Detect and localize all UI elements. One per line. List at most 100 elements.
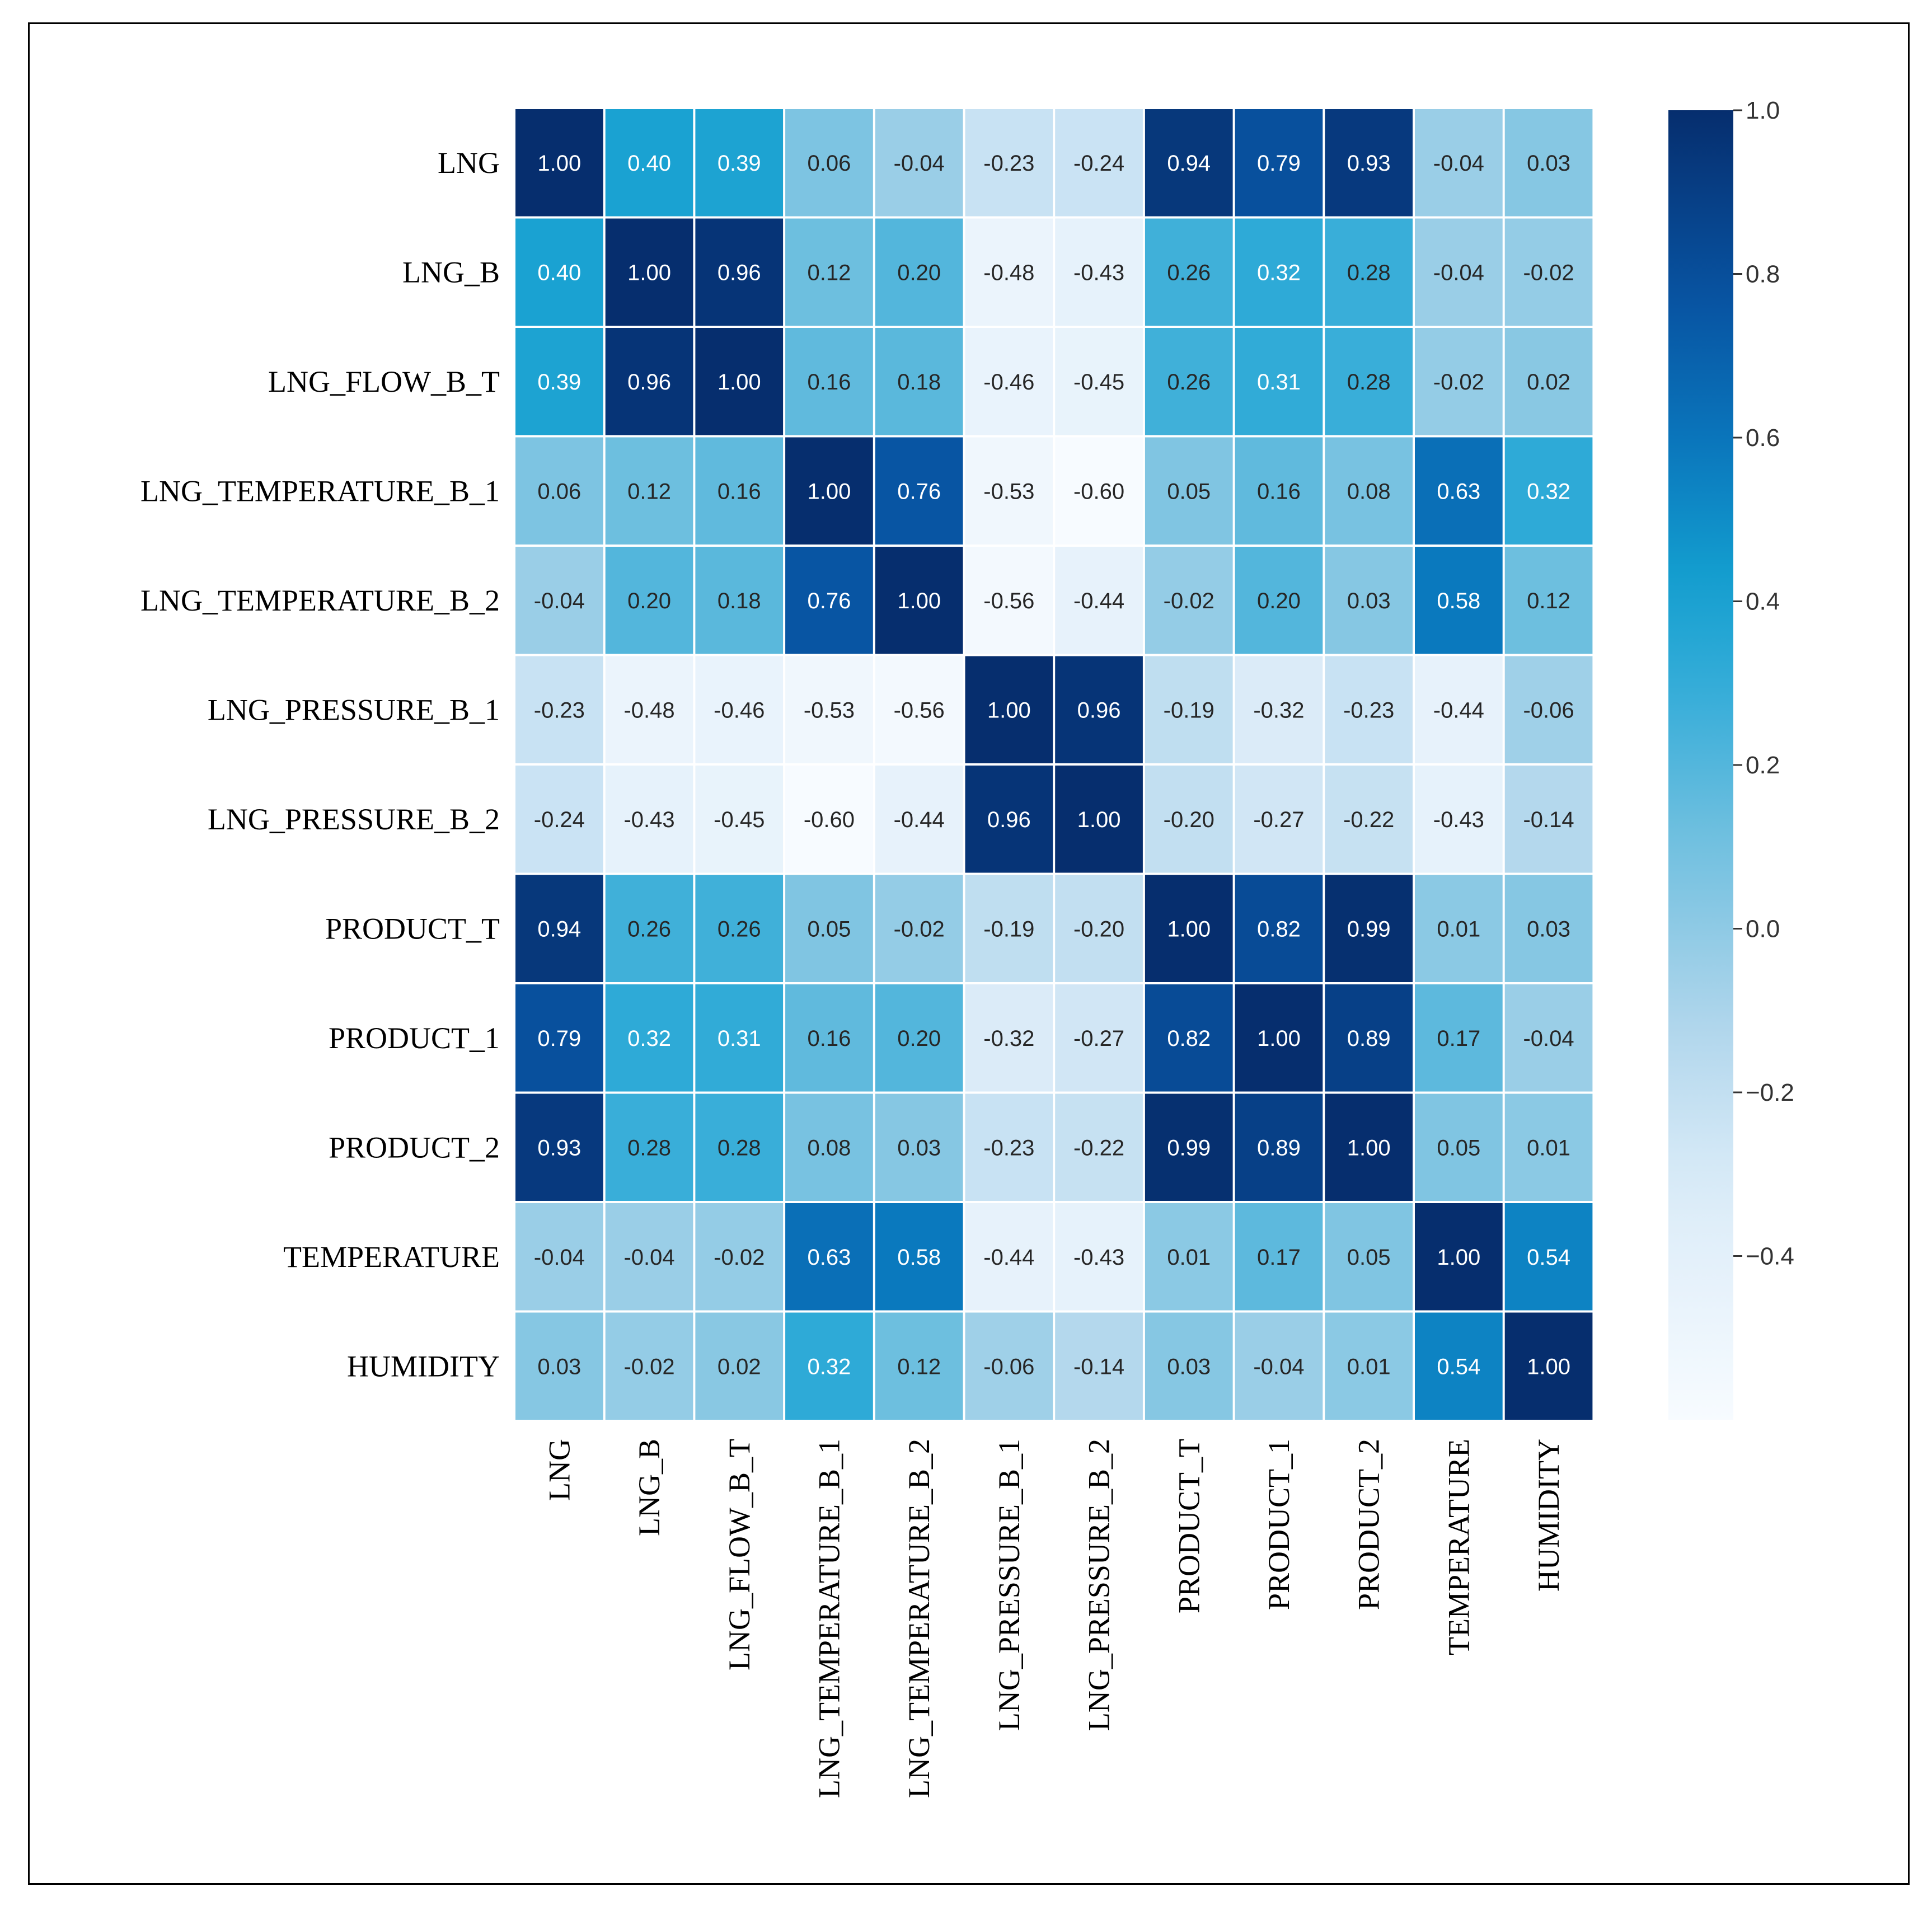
heatmap-cell-r6-c2	[695, 766, 784, 873]
cell-value-r0-c7: 0.94	[1167, 151, 1211, 176]
cell-value-r5-c1: -0.48	[623, 698, 674, 722]
heatmap-cell-r6-c0	[515, 766, 603, 873]
cell-value-r1-c5: -0.48	[983, 260, 1034, 285]
heatmap-cell-r6-c3	[785, 766, 873, 873]
heatmap-cell-r5-c4	[875, 656, 963, 763]
col-label-humidity: HUMIDITY	[1532, 1439, 1565, 1592]
heatmap-cell-r4-c7	[1145, 547, 1233, 654]
heatmap-cell-r10-c7	[1145, 1203, 1233, 1311]
colorbar-tick-label-3: 0.4	[1746, 588, 1780, 616]
cell-value-r0-c3: 0.06	[808, 151, 851, 176]
cell-value-r6-c0: -0.24	[534, 808, 585, 832]
cell-value-r7-c10: 0.01	[1437, 917, 1480, 941]
col-label-product-1: PRODUCT_1	[1262, 1439, 1296, 1610]
heatmap-cell-r8-c3	[785, 984, 873, 1092]
col-label-lng-temperature-b-2: LNG_TEMPERATURE_B_2	[902, 1439, 936, 1798]
cell-value-r9-c3: 0.08	[808, 1135, 851, 1160]
heatmap-cell-r1-c10	[1415, 218, 1503, 326]
cell-value-r8-c8: 1.00	[1257, 1026, 1301, 1051]
cell-value-r7-c11: 0.03	[1527, 917, 1570, 941]
heatmap-cell-r11-c10	[1415, 1312, 1503, 1420]
cell-value-r6-c2: -0.45	[714, 808, 765, 832]
heatmap-cell-r2-c8	[1235, 328, 1323, 435]
row-label-lng-temperature-b-1: LNG_TEMPERATURE_B_1	[140, 474, 500, 508]
cell-value-r7-c1: 0.26	[627, 917, 671, 941]
heatmap-cell-r11-c1	[605, 1312, 693, 1420]
cell-value-r6-c7: -0.20	[1164, 808, 1214, 832]
heatmap-cell-r0-c8	[1235, 109, 1323, 217]
cell-value-r5-c0: -0.23	[534, 698, 585, 722]
cell-value-r3-c9: 0.08	[1347, 479, 1391, 504]
heatmap-cell-r0-c0	[515, 109, 603, 217]
col-label-product-t: PRODUCT_T	[1172, 1439, 1206, 1613]
heatmap-cell-r5-c0	[515, 656, 603, 763]
heatmap-cell-r3-c9	[1325, 437, 1413, 545]
heatmap-cells	[515, 109, 1593, 1420]
cell-value-r9-c5: -0.23	[983, 1135, 1034, 1160]
cell-value-r4-c1: 0.20	[627, 589, 671, 613]
heatmap-cell-r9-c9	[1325, 1093, 1413, 1201]
heatmap-cell-r11-c2	[695, 1312, 784, 1420]
row-label-lng-temperature-b-2: LNG_TEMPERATURE_B_2	[140, 584, 500, 617]
cell-value-r6-c9: -0.22	[1343, 808, 1394, 832]
cell-value-r0-c6: -0.24	[1073, 151, 1124, 176]
heatmap-cell-r0-c2	[695, 109, 784, 217]
cell-value-r5-c6: 0.96	[1077, 698, 1121, 722]
cell-value-r9-c7: 0.99	[1167, 1135, 1211, 1160]
colorbar-tick-label-2: 0.6	[1746, 424, 1780, 452]
cell-value-r11-c7: 0.03	[1167, 1354, 1211, 1379]
heatmap-cell-r11-c6	[1055, 1312, 1143, 1420]
row-label-product-1: PRODUCT_1	[329, 1021, 500, 1055]
heatmap-cell-r3-c7	[1145, 437, 1233, 545]
heatmap-cell-r7-c9	[1325, 875, 1413, 982]
row-label-temperature: TEMPERATURE	[283, 1240, 500, 1274]
figure-frame: 1.00 0.40 0.39 0.06 -0.04 -0.23 -0.24 0.94 0.79 0…	[28, 22, 1910, 1885]
cell-value-r3-c1: 0.12	[627, 479, 671, 504]
cell-value-r2-c2: 1.00	[718, 370, 761, 395]
cell-value-r9-c8: 0.89	[1257, 1135, 1301, 1160]
heatmap-cell-r4-c6	[1055, 547, 1143, 654]
heatmap-cell-r9-c7	[1145, 1093, 1233, 1201]
heatmap-cell-r2-c6	[1055, 328, 1143, 435]
heatmap-cell-r10-c6	[1055, 1203, 1143, 1311]
cell-value-r7-c9: 0.99	[1347, 917, 1391, 941]
cell-value-r6-c4: -0.44	[894, 808, 945, 832]
cell-value-r4-c9: 0.03	[1347, 589, 1391, 613]
cell-value-r4-c5: -0.56	[983, 589, 1034, 613]
cell-value-r0-c9: 0.93	[1347, 151, 1391, 176]
heatmap-cell-r9-c8	[1235, 1093, 1323, 1201]
cell-value-r2-c11: 0.02	[1527, 370, 1570, 395]
cell-value-r3-c0: 0.06	[537, 479, 581, 504]
cell-value-r8-c4: 0.20	[897, 1026, 941, 1051]
heatmap-cell-r5-c3	[785, 656, 873, 763]
cell-value-r1-c10: -0.04	[1433, 260, 1484, 285]
cell-value-r3-c3: 1.00	[808, 479, 851, 504]
heatmap-cell-r10-c1	[605, 1203, 693, 1311]
cell-value-r4-c7: -0.02	[1164, 589, 1214, 613]
cell-value-r4-c11: 0.12	[1527, 589, 1570, 613]
heatmap-cell-r11-c0	[515, 1312, 603, 1420]
heatmap-cell-r4-c10	[1415, 547, 1503, 654]
cell-value-r8-c6: -0.27	[1073, 1026, 1124, 1051]
heatmap-cell-r0-c4	[875, 109, 963, 217]
colorbar-tick-label-5: 0.0	[1746, 916, 1780, 943]
cell-value-r3-c4: 0.76	[897, 479, 941, 504]
heatmap-cell-r9-c5	[965, 1093, 1053, 1201]
heatmap-cell-r7-c0	[515, 875, 603, 982]
heatmap-cell-r5-c5	[965, 656, 1053, 763]
heatmap-cell-r6-c8	[1235, 766, 1323, 873]
cell-value-r2-c10: -0.02	[1433, 370, 1484, 395]
cell-value-r5-c2: -0.46	[714, 698, 765, 722]
cell-value-r5-c4: -0.56	[894, 698, 945, 722]
cell-value-r1-c2: 0.96	[718, 260, 761, 285]
heatmap-cell-r9-c11	[1504, 1093, 1593, 1201]
cell-value-r10-c1: -0.04	[623, 1245, 674, 1270]
heatmap-cell-r3-c6	[1055, 437, 1143, 545]
cell-value-r10-c5: -0.44	[983, 1245, 1034, 1270]
cell-value-r5-c10: -0.44	[1433, 698, 1484, 722]
heatmap-cell-r3-c0	[515, 437, 603, 545]
heatmap-cell-r5-c1	[605, 656, 693, 763]
heatmap-cell-r10-c8	[1235, 1203, 1323, 1311]
heatmap-cell-r1-c3	[785, 218, 873, 326]
cell-value-r5-c8: -0.32	[1253, 698, 1304, 722]
